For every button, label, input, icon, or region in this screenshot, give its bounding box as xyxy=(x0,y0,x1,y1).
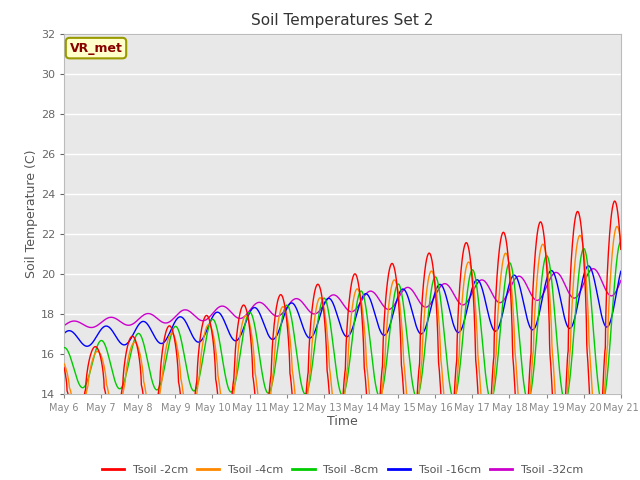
Y-axis label: Soil Temperature (C): Soil Temperature (C) xyxy=(25,149,38,278)
Legend: Tsoil -2cm, Tsoil -4cm, Tsoil -8cm, Tsoil -16cm, Tsoil -32cm: Tsoil -2cm, Tsoil -4cm, Tsoil -8cm, Tsoi… xyxy=(97,460,588,479)
Title: Soil Temperatures Set 2: Soil Temperatures Set 2 xyxy=(252,13,433,28)
X-axis label: Time: Time xyxy=(327,415,358,429)
Text: VR_met: VR_met xyxy=(70,42,122,55)
